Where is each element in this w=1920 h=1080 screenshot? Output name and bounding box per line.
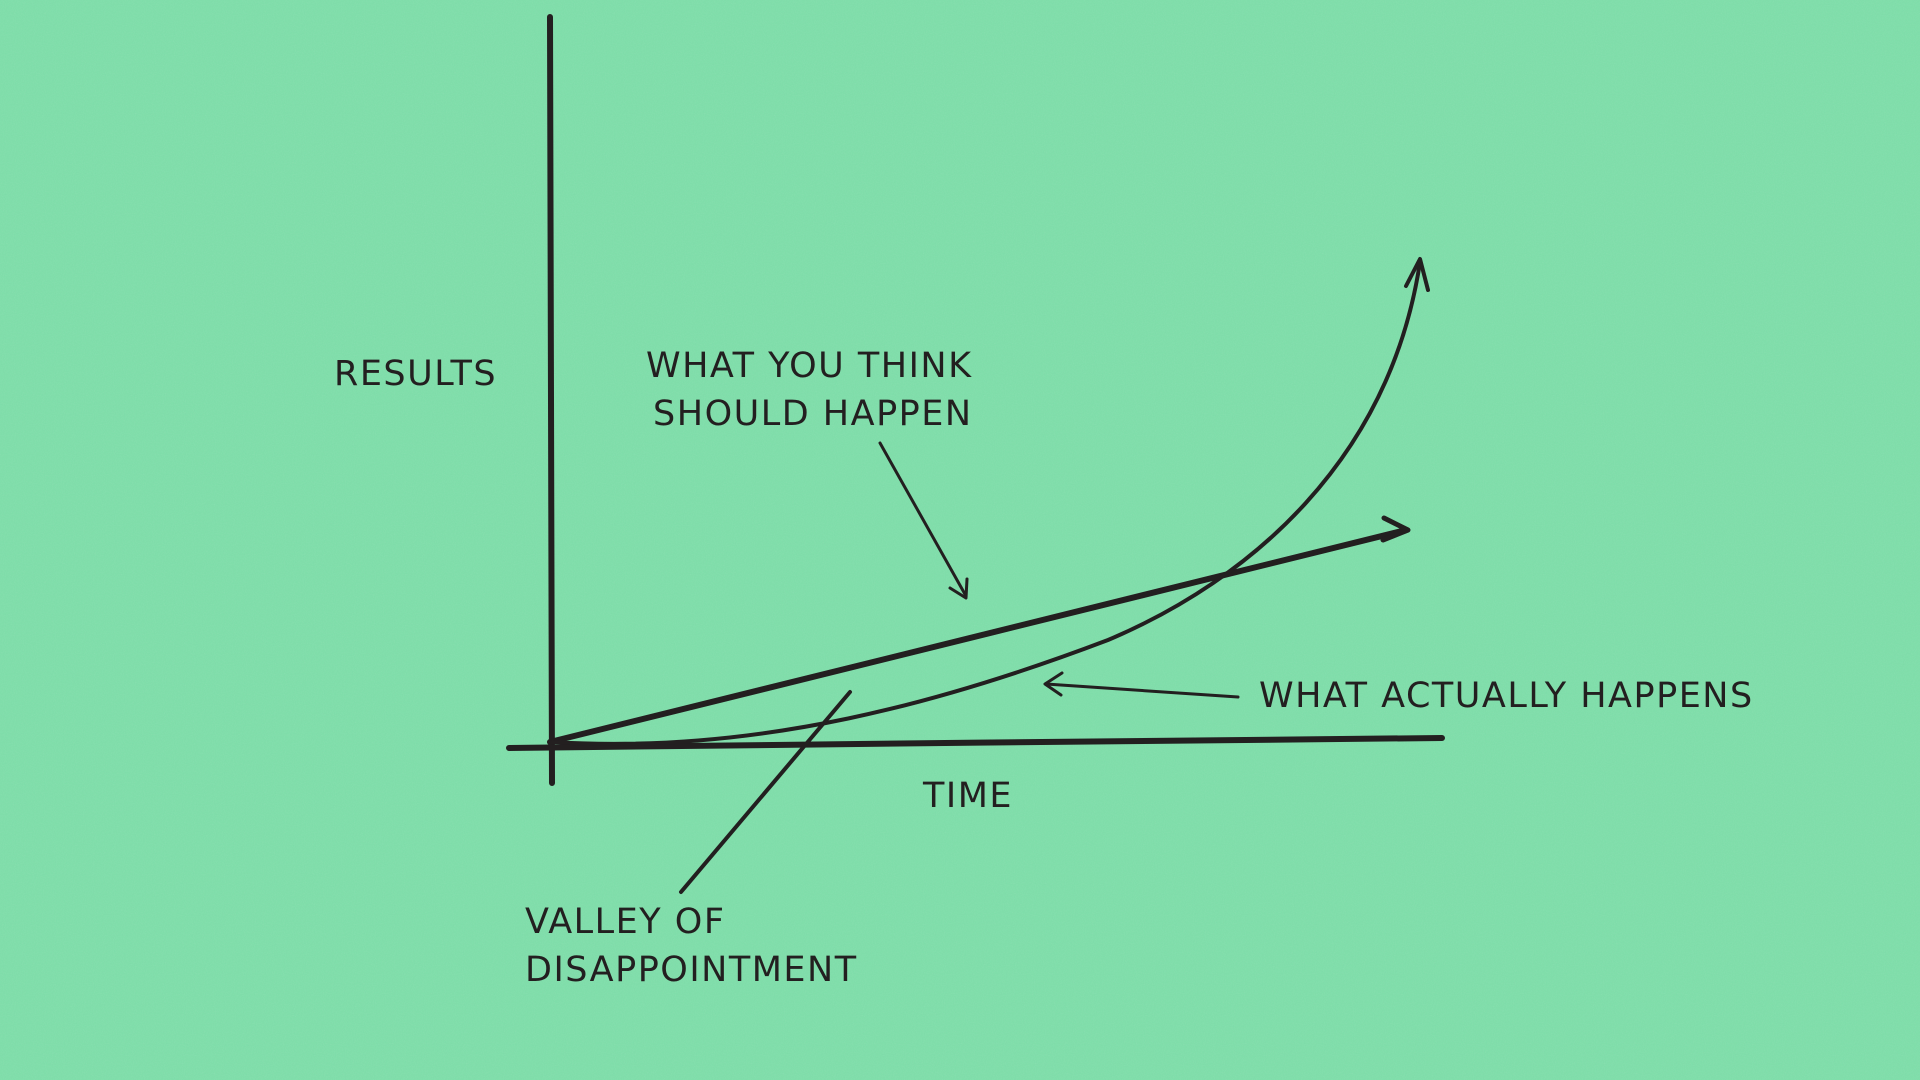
valley-pointer-line [679, 690, 852, 894]
expected-label-line-1: WHAT YOU THINK [646, 346, 973, 386]
y-axis-line [547, 14, 555, 786]
y-axis-label: RESULTS [334, 354, 498, 394]
actual-label: WHAT ACTUALLY HAPPENS [1259, 676, 1754, 716]
expected-label-line-2: SHOULD HAPPEN [653, 394, 973, 434]
actual-pointer-line [1044, 682, 1240, 699]
x-axis-label: TIME [923, 776, 1014, 816]
expected-pointer-arrowhead [948, 577, 969, 600]
expected-pointer-line [878, 441, 968, 598]
expected-progress-arrowhead [1380, 515, 1411, 543]
actual-pointer-arrowhead [1043, 671, 1064, 697]
valley-label-line-2: DISAPPOINTMENT [525, 950, 858, 990]
expected-progress-line [547, 527, 1409, 745]
actual-progress-curve [550, 260, 1422, 746]
valley-label-line-1: VALLEY OF [525, 902, 726, 942]
valley-label: VALLEY OF DISAPPOINTMENT [525, 898, 858, 994]
expected-label: WHAT YOU THINK SHOULD HAPPEN [646, 342, 973, 438]
x-axis-line [506, 735, 1445, 751]
actual-progress-arrowhead [1404, 257, 1430, 292]
